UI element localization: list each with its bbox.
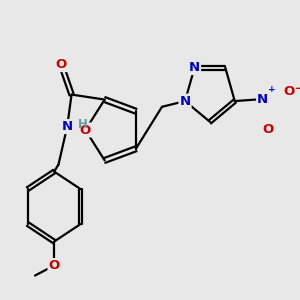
Text: +: + [268, 85, 275, 94]
Text: O: O [283, 85, 294, 98]
Text: N: N [257, 93, 268, 106]
Text: N: N [61, 120, 73, 133]
Text: O: O [56, 58, 67, 71]
Text: O: O [49, 259, 60, 272]
Text: N: N [179, 94, 191, 108]
Text: H: H [78, 118, 88, 131]
Text: −: − [294, 82, 300, 94]
Text: O: O [262, 123, 274, 136]
Text: O: O [80, 124, 91, 136]
Text: N: N [189, 61, 200, 74]
